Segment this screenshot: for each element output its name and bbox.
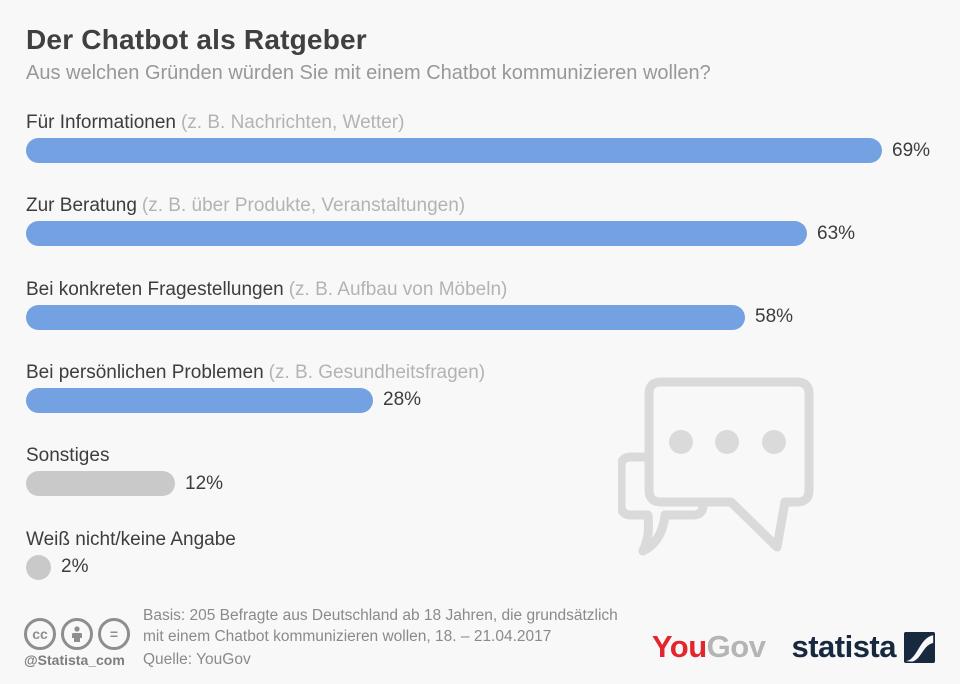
cc-icon: cc — [24, 618, 56, 650]
category-label: Weiß nicht/keine Angabe — [26, 528, 236, 550]
chart-row: Sonstiges 12% — [26, 445, 934, 497]
equals-icon: = — [98, 618, 130, 650]
bar — [26, 138, 882, 163]
basis-line-1: Basis: 205 Befragte aus Deutschland ab 1… — [143, 607, 618, 624]
value-label: 69% — [892, 139, 931, 161]
bar — [26, 554, 51, 580]
statista-logo-text: statista — [791, 629, 896, 664]
chat-bubbles-icon — [618, 377, 814, 556]
source-text: Quelle: YouGov — [143, 651, 251, 668]
bar — [26, 387, 373, 413]
yougov-logo: YouGov — [652, 629, 766, 665]
bar — [26, 471, 175, 497]
statista-swoosh-icon — [904, 631, 935, 663]
category-label: Sonstiges — [26, 445, 110, 467]
chart-row: Für Informationen (z. B. Nachrichten, Wet… — [26, 112, 934, 163]
page-title: Der Chatbot als Ratgeber — [26, 24, 367, 55]
typing-dots — [669, 430, 786, 454]
value-label: 58% — [755, 306, 794, 328]
value-label: 2% — [61, 556, 89, 577]
category-label: Bei persönlichen Problemen — [26, 361, 264, 383]
category-note: (z. B. über Produkte, Veranstaltungen) — [141, 195, 466, 217]
cc-license-icons: cc = — [24, 618, 130, 650]
category-note: (z. B. Nachrichten, Wetter) — [180, 112, 405, 133]
category-label: Zur Beratung — [26, 195, 137, 217]
large-bubble — [644, 377, 814, 552]
category-note: (z. B. Gesundheitsfragen) — [268, 361, 486, 383]
basis-text: Basis: 205 Befragte aus Deutschland ab 1… — [143, 606, 618, 647]
chart-row: Bei konkreten Fragestellungen (z. B. Aufb… — [26, 278, 934, 330]
attribution-person-icon — [61, 618, 93, 650]
yougov-logo-gov: Gov — [706, 629, 766, 664]
statista-logo: statista — [791, 629, 935, 665]
chart-row: Weiß nicht/keine Angabe 2% — [26, 528, 934, 580]
bar — [26, 304, 745, 330]
value-label: 12% — [185, 472, 224, 494]
yougov-logo-you: You — [651, 629, 707, 664]
bar — [26, 221, 807, 247]
chart-row: Zur Beratung (z. B. über Produkte, Verans… — [26, 195, 934, 247]
value-label: 63% — [817, 222, 856, 244]
page-subtitle: Aus welchen Gründen würden Sie mit einem… — [26, 62, 711, 84]
category-label: Bei konkreten Fragestellungen — [26, 278, 284, 300]
value-label: 28% — [383, 389, 422, 411]
chart-row: Bei persönlichen Problemen (z. B. Gesundh… — [26, 361, 934, 413]
bar-chart: Für Informationen (z. B. Nachrichten, Wet… — [26, 112, 934, 612]
category-note: (z. B. Aufbau von Möbeln) — [288, 278, 508, 300]
category-label: Für Informationen — [26, 112, 176, 133]
basis-line-2: mit einem Chatbot kommunizieren wollen, … — [143, 627, 552, 645]
footer-logos: YouGov statista — [652, 629, 935, 665]
statista-handle: @Statista_com — [24, 652, 125, 668]
